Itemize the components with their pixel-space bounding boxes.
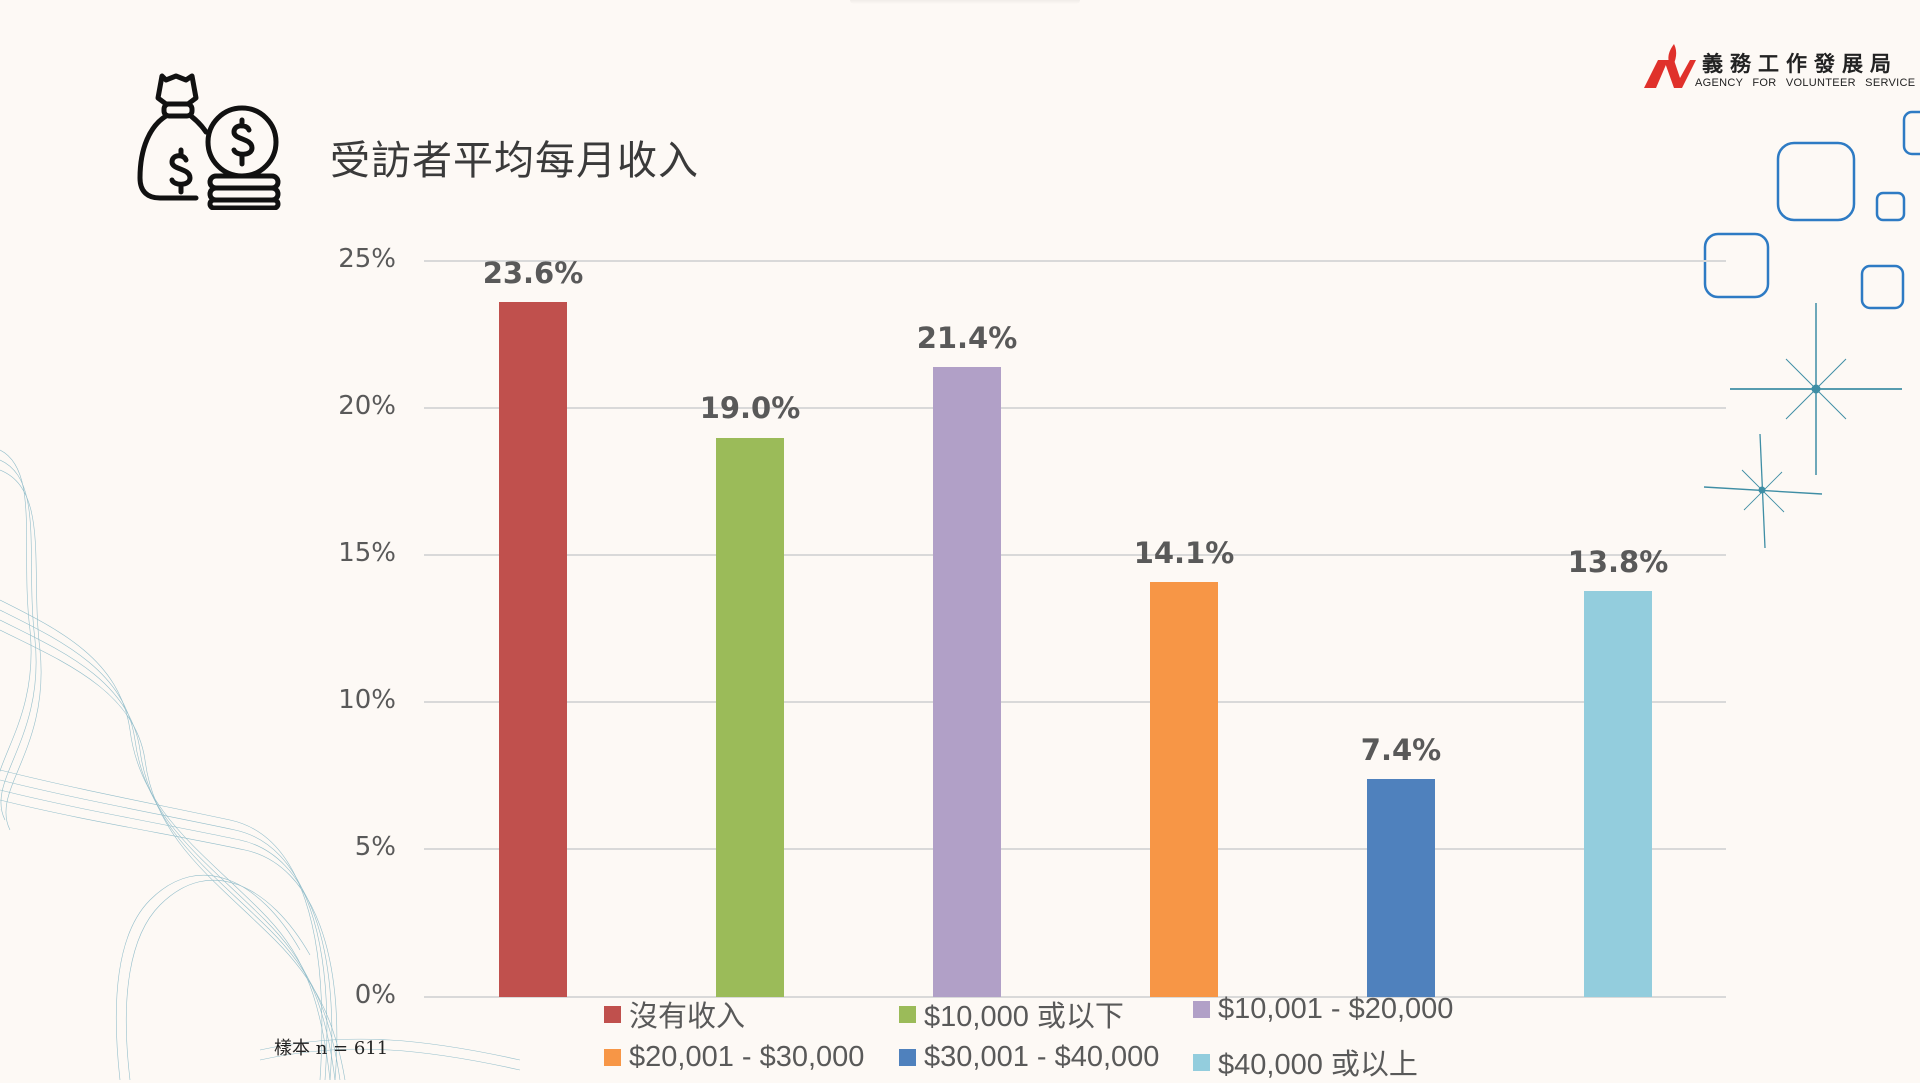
legend-item-40000-or-above: $40,000 或以上 xyxy=(1193,1041,1418,1083)
data-label-30001-40000: 7.4% xyxy=(1360,733,1442,767)
legend-swatch xyxy=(899,1049,916,1066)
legend-label: $20,001 - $30,000 xyxy=(629,1041,865,1073)
data-label-10001-20000: 21.4% xyxy=(916,321,1018,355)
logo-name-chinese: 義務工作發展局 xyxy=(1702,52,1898,76)
avs-logo-icon xyxy=(1644,44,1696,88)
y-tick-10: 10% xyxy=(338,685,396,715)
legend-swatch xyxy=(604,1049,621,1066)
money-bag-coins-icon xyxy=(137,73,281,210)
bar-10001-20000[interactable] xyxy=(933,367,1001,997)
data-label-40000-or-above: 13.8% xyxy=(1567,545,1669,579)
decorative-squares-stars xyxy=(1703,110,1920,549)
legend-label: $10,000 或以下 xyxy=(924,1001,1124,1033)
y-tick-25: 25% xyxy=(338,244,396,274)
gridline-5 xyxy=(424,848,1726,850)
data-label-20001-30000: 14.1% xyxy=(1133,536,1235,570)
legend-swatch xyxy=(1193,1053,1210,1071)
legend-label: 沒有收入 xyxy=(629,1001,746,1033)
y-tick-20: 20% xyxy=(338,391,396,421)
wave-lines-decoration xyxy=(0,449,520,1080)
legend-label: $10,001 - $20,000 xyxy=(1218,993,1454,1025)
legend-item-10001-20000: $10,001 - $20,000 xyxy=(1193,993,1453,1026)
bar-40000-or-above[interactable] xyxy=(1584,591,1652,997)
sample-size-note: 樣本 n = 611 xyxy=(274,1038,389,1059)
logo-name-english: AGENCY FOR VOLUNTEER SERVICE xyxy=(1695,77,1916,89)
legend-label: $30,001 - $40,000 xyxy=(924,1041,1160,1073)
gridline-25 xyxy=(424,260,1726,262)
gridline-20 xyxy=(424,407,1726,409)
gridline-10 xyxy=(424,701,1726,703)
bar-10000-or-below[interactable] xyxy=(716,438,784,997)
legend-swatch xyxy=(1193,1001,1210,1018)
gridline-15 xyxy=(424,554,1726,556)
x-axis-line xyxy=(424,996,1726,998)
y-tick-0: 0% xyxy=(354,980,396,1010)
legend-item-no-income: 沒有收入 xyxy=(604,993,745,1035)
top-edge-shadow xyxy=(850,0,1080,4)
data-label-no-income: 23.6% xyxy=(482,256,584,290)
legend-item-10000-or-below: $10,000 或以下 xyxy=(899,993,1124,1035)
bar-no-income[interactable] xyxy=(499,302,567,997)
legend-label: $40,000 或以上 xyxy=(1218,1049,1418,1081)
bar-20001-30000[interactable] xyxy=(1150,582,1218,997)
legend-swatch xyxy=(899,1005,916,1023)
bar-30001-40000[interactable] xyxy=(1367,779,1435,997)
legend-swatch xyxy=(604,1005,621,1023)
y-tick-5: 5% xyxy=(354,832,396,862)
legend-item-30001-40000: $30,001 - $40,000 xyxy=(899,1041,1159,1074)
y-tick-15: 15% xyxy=(338,538,396,568)
page-title: 受訪者平均每月收入 xyxy=(330,138,699,184)
data-label-10000-or-below: 19.0% xyxy=(699,391,801,425)
legend-item-20001-30000: $20,001 - $30,000 xyxy=(604,1041,864,1074)
